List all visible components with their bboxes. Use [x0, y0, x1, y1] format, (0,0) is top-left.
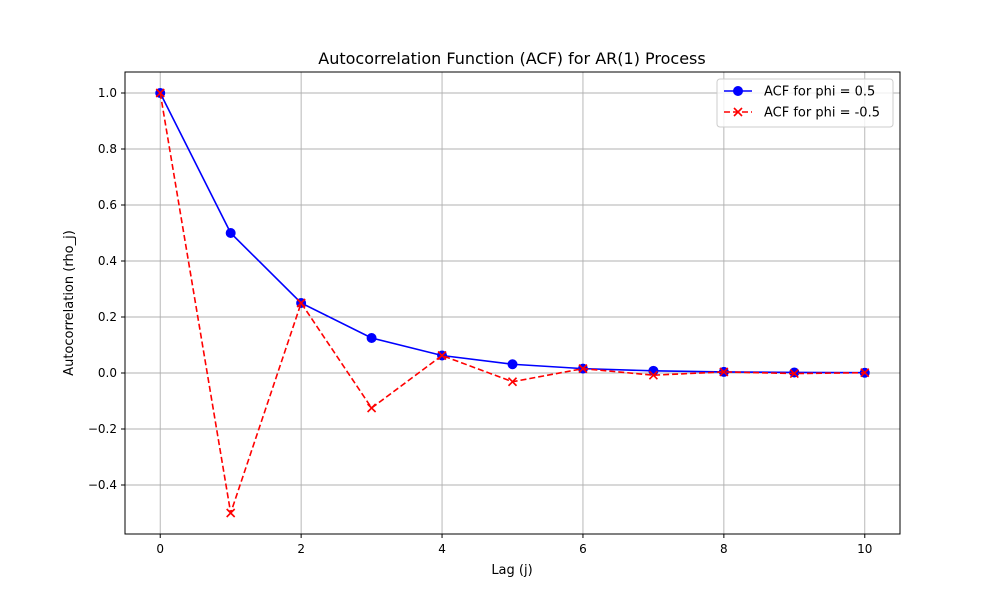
legend-label: ACF for phi = -0.5 [764, 106, 880, 121]
data-point [366, 333, 377, 343]
y-tick-label: 0.6 [98, 198, 117, 212]
series-2 [155, 88, 870, 518]
x-tick-label: 2 [297, 542, 305, 556]
data-point [155, 88, 165, 98]
x-tick-label: 4 [438, 542, 446, 556]
grid-lines [125, 72, 900, 534]
y-tick-label: −0.4 [88, 478, 117, 492]
data-point [437, 350, 447, 361]
plot-frame [124, 71, 901, 535]
data-point [226, 508, 236, 518]
series-line [159, 92, 865, 514]
series-line [159, 92, 865, 374]
y-tick-label: 0.0 [98, 366, 117, 380]
data-point [719, 367, 729, 377]
data-point [507, 359, 518, 370]
data-point [367, 403, 377, 413]
data-point [296, 298, 306, 308]
data-point [648, 365, 659, 376]
legend-entry: ACF for phi = 0.5 [724, 85, 875, 100]
x-tick-label: 8 [720, 542, 728, 556]
chart-title: Autocorrelation Function (ACF) for AR(1)… [318, 49, 705, 68]
y-axis-label: Autocorrelation (rho_j) [62, 230, 77, 376]
y-tick-label: 0.2 [98, 310, 117, 324]
y-tick-label: 1.0 [98, 86, 117, 100]
legend-label: ACF for phi = 0.5 [764, 85, 875, 100]
y-tick-label: −0.2 [88, 422, 117, 436]
data-point [578, 364, 588, 374]
data-point [789, 368, 799, 379]
legend-marker [733, 86, 743, 96]
series-1 [155, 88, 870, 378]
y-tick-label: 0.8 [98, 142, 117, 156]
legend-box [716, 78, 894, 128]
x-axis-label: Lag (j) [491, 563, 532, 578]
data-point [225, 228, 236, 238]
data-point [860, 368, 870, 378]
series-layer [155, 88, 870, 518]
x-tick-label: 10 [857, 542, 872, 556]
legend-entry: ACF for phi = -0.5 [724, 106, 880, 121]
data-point [648, 370, 658, 380]
legend-marker [733, 107, 743, 117]
data-point [507, 377, 518, 387]
y-tick-label: 0.4 [98, 254, 117, 268]
x-tick-label: 0 [156, 542, 164, 556]
axis-ticks: 0 2 4 6 8 10 −0.4 −0.2 0.0 0.2 0.4 0.6 0.8 1.0 [88, 86, 873, 556]
legend: ACF for phi = 0.5 ACF for phi = -0.5 [716, 78, 894, 128]
x-tick-label: 6 [579, 542, 587, 556]
